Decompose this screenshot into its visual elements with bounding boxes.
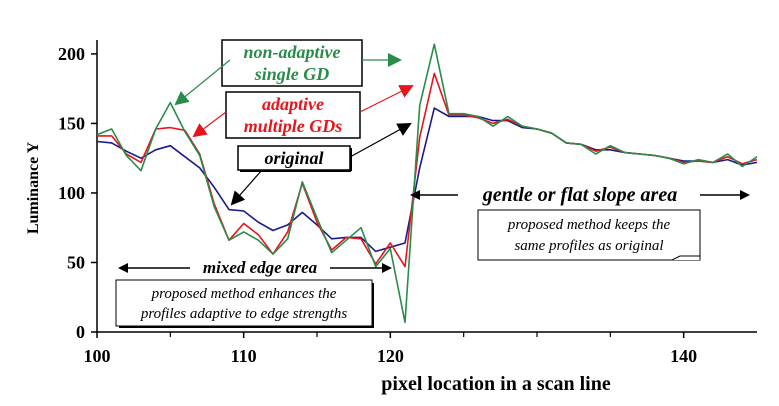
gentle-slope-label: gentle or flat slope area (482, 184, 677, 206)
gentle-note-tail (671, 255, 701, 261)
x-tick-label: 110 (231, 346, 257, 366)
x-minor-ticks (169, 332, 611, 337)
legend-adaptive-arrow-left (192, 111, 227, 138)
y-tick-label: 150 (58, 113, 85, 133)
mixed-edge-note-line1: proposed method enhances the (151, 286, 337, 302)
legend-adaptive-line1: adaptive (262, 94, 324, 114)
y-tick-label: 50 (67, 252, 85, 272)
gentle-slope-note: proposed method keeps the same profiles … (477, 209, 701, 261)
legend-adaptive-arrow-right (359, 85, 414, 113)
x-tick-label: 140 (670, 346, 697, 366)
y-tick-label: 200 (58, 44, 85, 64)
x-axis-title: pixel location in a scan line (381, 373, 611, 395)
legend-original: original (230, 123, 412, 206)
x-tick-label: 120 (377, 346, 404, 366)
legend-original-box (237, 145, 351, 171)
legend-non-adaptive-line1: non-adaptive (244, 42, 341, 62)
mixed-edge-label: mixed edge area (203, 258, 318, 277)
mixed-edge-note-line2: profiles adaptive to edge strengths (140, 306, 348, 322)
legend-non-adaptive-arrow-left (174, 59, 231, 106)
x-tick-label: 100 (84, 346, 111, 366)
series-line-non-adaptive-single-gd (96, 43, 758, 324)
legend-non-adaptive-box (221, 39, 363, 87)
mixed-edge-annotation: mixed edge area proposed method enhances… (115, 258, 392, 328)
legend-non-adaptive-line2: single GD (254, 64, 330, 84)
y-ticks: 0 50 100 150 200 (58, 44, 97, 342)
legend-original-arrow-right (349, 123, 412, 158)
legend-adaptive-box (225, 91, 361, 139)
series-layer (96, 43, 758, 324)
x-ticks: 100 110 120 140 (84, 332, 697, 366)
y-tick-label: 0 (76, 322, 85, 342)
gentle-note-box (477, 209, 701, 261)
legend-adaptive-line2: multiple GDs (244, 116, 343, 136)
gentle-note-line2: same profiles as original (514, 238, 663, 254)
gentle-note-line1: proposed method keeps the (507, 217, 671, 233)
y-axis-title: Luminance Y (25, 141, 42, 234)
legend-original-arrow-left (230, 169, 263, 206)
legend-original-label: original (264, 148, 323, 168)
legend-non-adaptive: non-adaptive single GD (174, 39, 402, 106)
legend-adaptive: adaptive multiple GDs (192, 85, 414, 139)
y-tick-label: 100 (58, 183, 85, 203)
axes (96, 40, 757, 333)
mixed-edge-note: proposed method enhances the profiles ad… (115, 279, 374, 328)
gentle-slope-annotation: gentle or flat slope area proposed metho… (410, 184, 750, 261)
